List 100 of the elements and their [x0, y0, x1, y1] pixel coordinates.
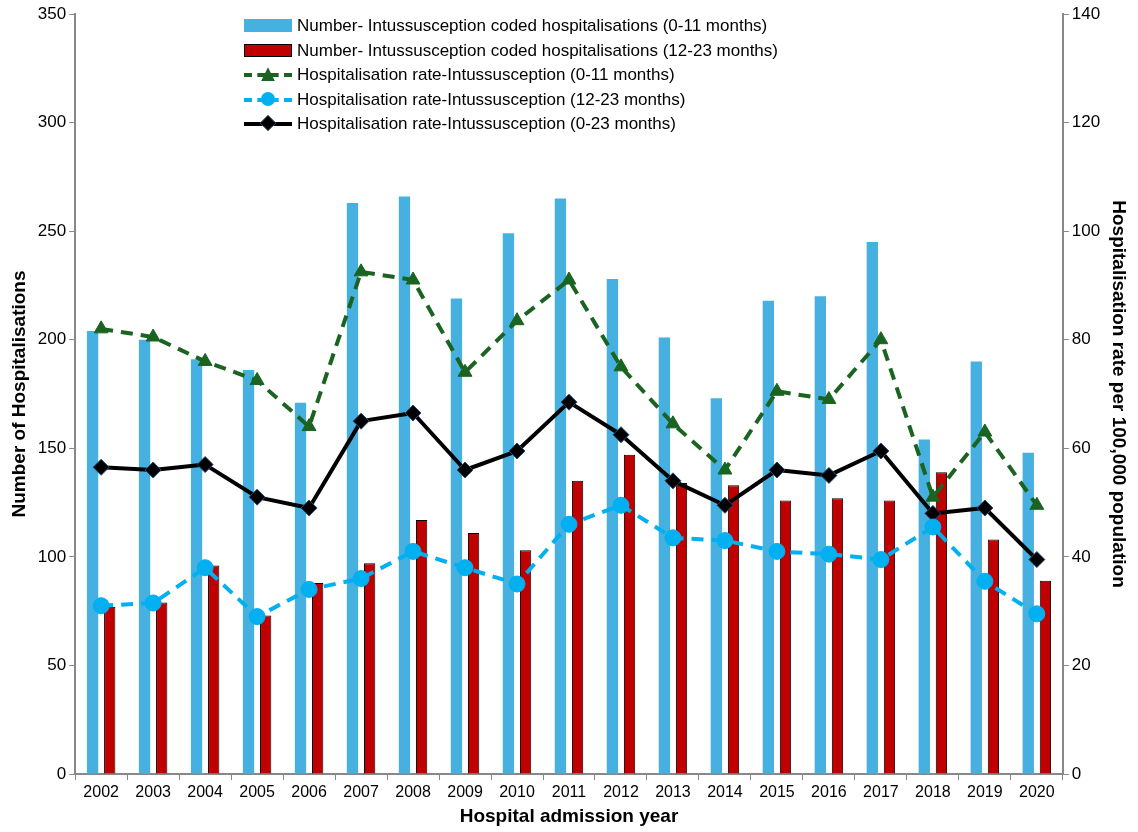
point [300, 499, 318, 517]
x-tick-label: 2019 [967, 783, 1003, 801]
point [717, 461, 733, 475]
point [873, 331, 889, 345]
x-tick-label: 2004 [187, 783, 224, 801]
point [404, 404, 422, 422]
legend-label: Number- Intussusception coded hospitalisations (12-23 months) [297, 40, 778, 61]
point [976, 572, 994, 590]
point [1029, 496, 1045, 510]
legend-label: Hospitalisation rate-Intussusception (12-23 months) [297, 89, 686, 110]
x-tick-label: 2018 [915, 783, 951, 801]
point [248, 608, 266, 626]
point [1028, 605, 1046, 623]
bar [1022, 452, 1034, 774]
x-tick-label: 2010 [499, 783, 535, 801]
point [508, 442, 526, 460]
y-axis-title: Number of Hospitalisations [7, 270, 29, 518]
point [924, 504, 942, 522]
point [561, 271, 577, 285]
point [92, 597, 110, 615]
point [405, 271, 421, 285]
y2-tick-label: 140 [1071, 3, 1101, 23]
y2-axis-title: Hospitalisation rate per 100,000 population [1109, 200, 1131, 588]
y-tick-label: 0 [56, 763, 67, 783]
point [768, 542, 786, 560]
bar [710, 398, 723, 774]
point [352, 570, 370, 588]
x-tick-label: 2011 [551, 783, 587, 801]
bar [554, 198, 567, 774]
y2-tick-label: 60 [1071, 437, 1091, 457]
y2-tick-label: 40 [1071, 546, 1091, 566]
y-tick-label: 50 [47, 655, 67, 675]
x-tick-label: 2012 [603, 783, 639, 801]
y-tick-label: 200 [37, 329, 67, 349]
bar [86, 331, 99, 774]
point [821, 390, 837, 404]
x-tick-label: 2014 [707, 783, 743, 801]
point [612, 426, 630, 444]
point [144, 594, 162, 612]
legend-label: Number- Intussusception coded hospitalisations (0-11 months) [297, 16, 768, 37]
point [924, 518, 942, 536]
bar [658, 337, 671, 774]
point [560, 515, 578, 533]
y-tick-label: 100 [37, 546, 67, 566]
point [820, 466, 838, 484]
point [144, 461, 162, 479]
x-tick-label: 2008 [395, 783, 431, 801]
x-tick-label: 2013 [655, 783, 691, 801]
y-tick-label: 350 [37, 3, 67, 23]
bar [190, 359, 203, 774]
point [612, 496, 630, 514]
x-tick-label: 2005 [239, 783, 275, 801]
y2-tick-label: 100 [1071, 220, 1101, 240]
point [196, 456, 214, 474]
x-tick-label: 2007 [343, 783, 379, 801]
point [664, 472, 682, 490]
point [301, 418, 317, 432]
point [976, 499, 994, 517]
point [872, 551, 890, 569]
bar [866, 242, 878, 774]
point [456, 559, 474, 577]
point [508, 575, 526, 593]
point [457, 363, 473, 377]
x-axis-title: Hospital admission year [459, 804, 679, 826]
point [977, 423, 993, 437]
x-tick-label: 2016 [811, 783, 847, 801]
bar [242, 370, 255, 774]
point [509, 312, 525, 326]
point [768, 461, 786, 479]
legend-label: Hospitalisation rate-Intussusception (0-23 months) [297, 114, 676, 135]
x-tick-label: 2015 [759, 783, 795, 801]
point [769, 382, 785, 396]
y-tick-label: 250 [37, 220, 67, 240]
point [560, 393, 578, 411]
y2-tick-label: 0 [1071, 763, 1082, 783]
y2-tick-label: 120 [1071, 112, 1101, 132]
bar [294, 402, 307, 774]
point [249, 371, 265, 385]
y2-tick-label: 80 [1071, 329, 1091, 349]
bar [814, 296, 826, 774]
point [300, 580, 318, 598]
x-tick-label: 2020 [1019, 783, 1055, 801]
x-tick-label: 2002 [83, 783, 120, 801]
bar [606, 278, 619, 774]
point [196, 559, 214, 577]
point [716, 532, 734, 550]
point [613, 358, 629, 372]
x-tick-label: 2006 [291, 783, 327, 801]
point [353, 263, 369, 277]
bar [970, 361, 982, 774]
point [248, 488, 266, 506]
bar [918, 439, 930, 774]
point [664, 529, 682, 547]
point [456, 461, 474, 479]
point [404, 542, 422, 560]
point [197, 352, 213, 366]
bar [450, 298, 463, 774]
bar [138, 339, 151, 774]
point [92, 458, 110, 476]
point [665, 415, 681, 429]
